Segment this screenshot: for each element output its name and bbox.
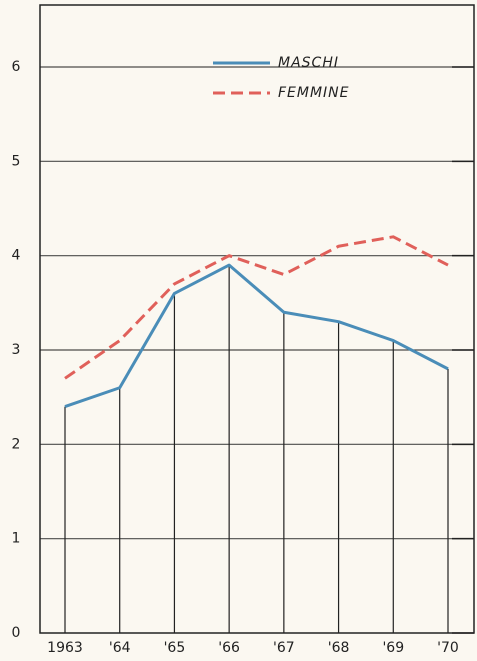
x-tick-label: '68 [328, 640, 350, 656]
x-tick-label: '66 [218, 640, 240, 656]
series-line [64, 263, 449, 409]
y-tick-label: 3 [12, 342, 21, 358]
y-tick-label: 0 [12, 625, 21, 641]
y-tick-label: 6 [12, 59, 21, 75]
x-tick-label: '65 [164, 640, 186, 656]
legend-label: MASCHI [278, 55, 339, 71]
plot-frame [39, 4, 475, 634]
x-tick-label: '67 [273, 640, 295, 656]
x-tick-label: '69 [382, 640, 404, 656]
x-tick-label: 1963 [47, 640, 83, 656]
y-tick-label: 5 [12, 153, 21, 169]
y-tick-label: 2 [12, 436, 21, 452]
legend-label: FEMMINE [278, 85, 350, 101]
y-tick-label: 4 [12, 248, 21, 264]
series-line [64, 235, 449, 380]
x-tick-label: '64 [109, 640, 131, 656]
x-tick-label: '70 [437, 640, 459, 656]
y-tick-label: 1 [12, 531, 21, 547]
